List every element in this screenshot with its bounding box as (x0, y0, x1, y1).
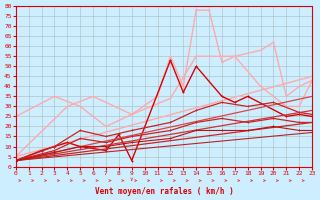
X-axis label: Vent moyen/en rafales ( km/h ): Vent moyen/en rafales ( km/h ) (95, 187, 233, 196)
